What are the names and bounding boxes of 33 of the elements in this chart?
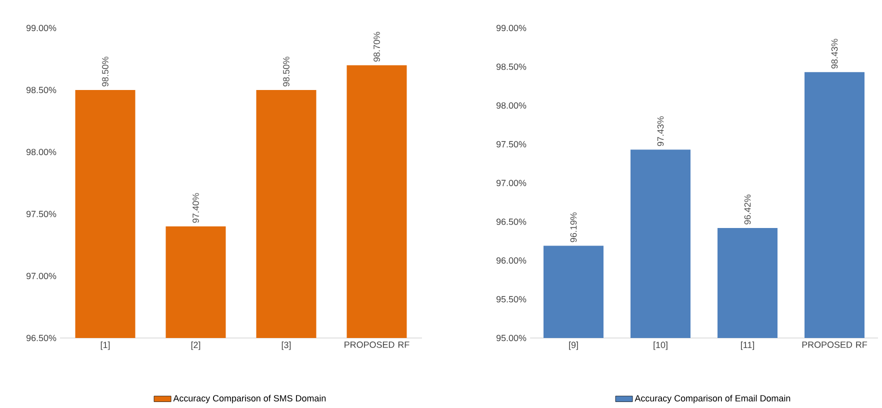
y-tick-label: 95.00% bbox=[496, 334, 526, 342]
x-tick-label: [3] bbox=[282, 342, 291, 350]
data-label: 98.50% bbox=[102, 56, 108, 86]
x-tick-label: PROPOSED RF bbox=[802, 342, 868, 348]
legend-label: Accuracy Comparison of SMS Domain bbox=[173, 394, 326, 404]
y-tick-label: 95.50% bbox=[496, 296, 526, 302]
y-tick-label: 97.00% bbox=[26, 272, 56, 280]
data-label: 97.43% bbox=[657, 116, 664, 146]
y-tick-label: 97.50% bbox=[496, 141, 526, 148]
y-tick-label: 97.50% bbox=[26, 210, 56, 218]
x-tick-label: [1] bbox=[100, 342, 110, 350]
y-tick-label: 98.00% bbox=[26, 148, 56, 156]
data-label: 96.42% bbox=[744, 194, 751, 224]
y-tick-label: 96.50% bbox=[26, 334, 56, 342]
y-tick-label: 98.50% bbox=[496, 64, 526, 70]
y-tick-label: 99.00% bbox=[496, 24, 526, 32]
x-tick-label: PROPOSED RF bbox=[344, 342, 410, 348]
y-tick-label: 96.00% bbox=[496, 257, 526, 264]
data-label: 96.19% bbox=[570, 212, 577, 242]
x-tick-label: [9] bbox=[569, 342, 578, 350]
data-label: 98.43% bbox=[831, 38, 838, 69]
y-tick-label: 98.00% bbox=[496, 102, 526, 109]
y-tick-label: 96.50% bbox=[496, 218, 526, 225]
y-tick-label: 98.50% bbox=[26, 86, 56, 94]
y-tick-label: 97.00% bbox=[496, 180, 526, 186]
data-label: 98.50% bbox=[283, 56, 290, 86]
x-tick-label: [2] bbox=[191, 342, 200, 350]
x-tick-label: [11] bbox=[741, 342, 754, 350]
y-tick-label: 99.00% bbox=[26, 24, 56, 32]
data-label: 97.40% bbox=[192, 193, 199, 223]
data-label: 98.70% bbox=[374, 32, 380, 62]
x-tick-label: [10] bbox=[654, 342, 668, 350]
legend-label: Accuracy Comparison of Email Domain bbox=[634, 394, 790, 404]
